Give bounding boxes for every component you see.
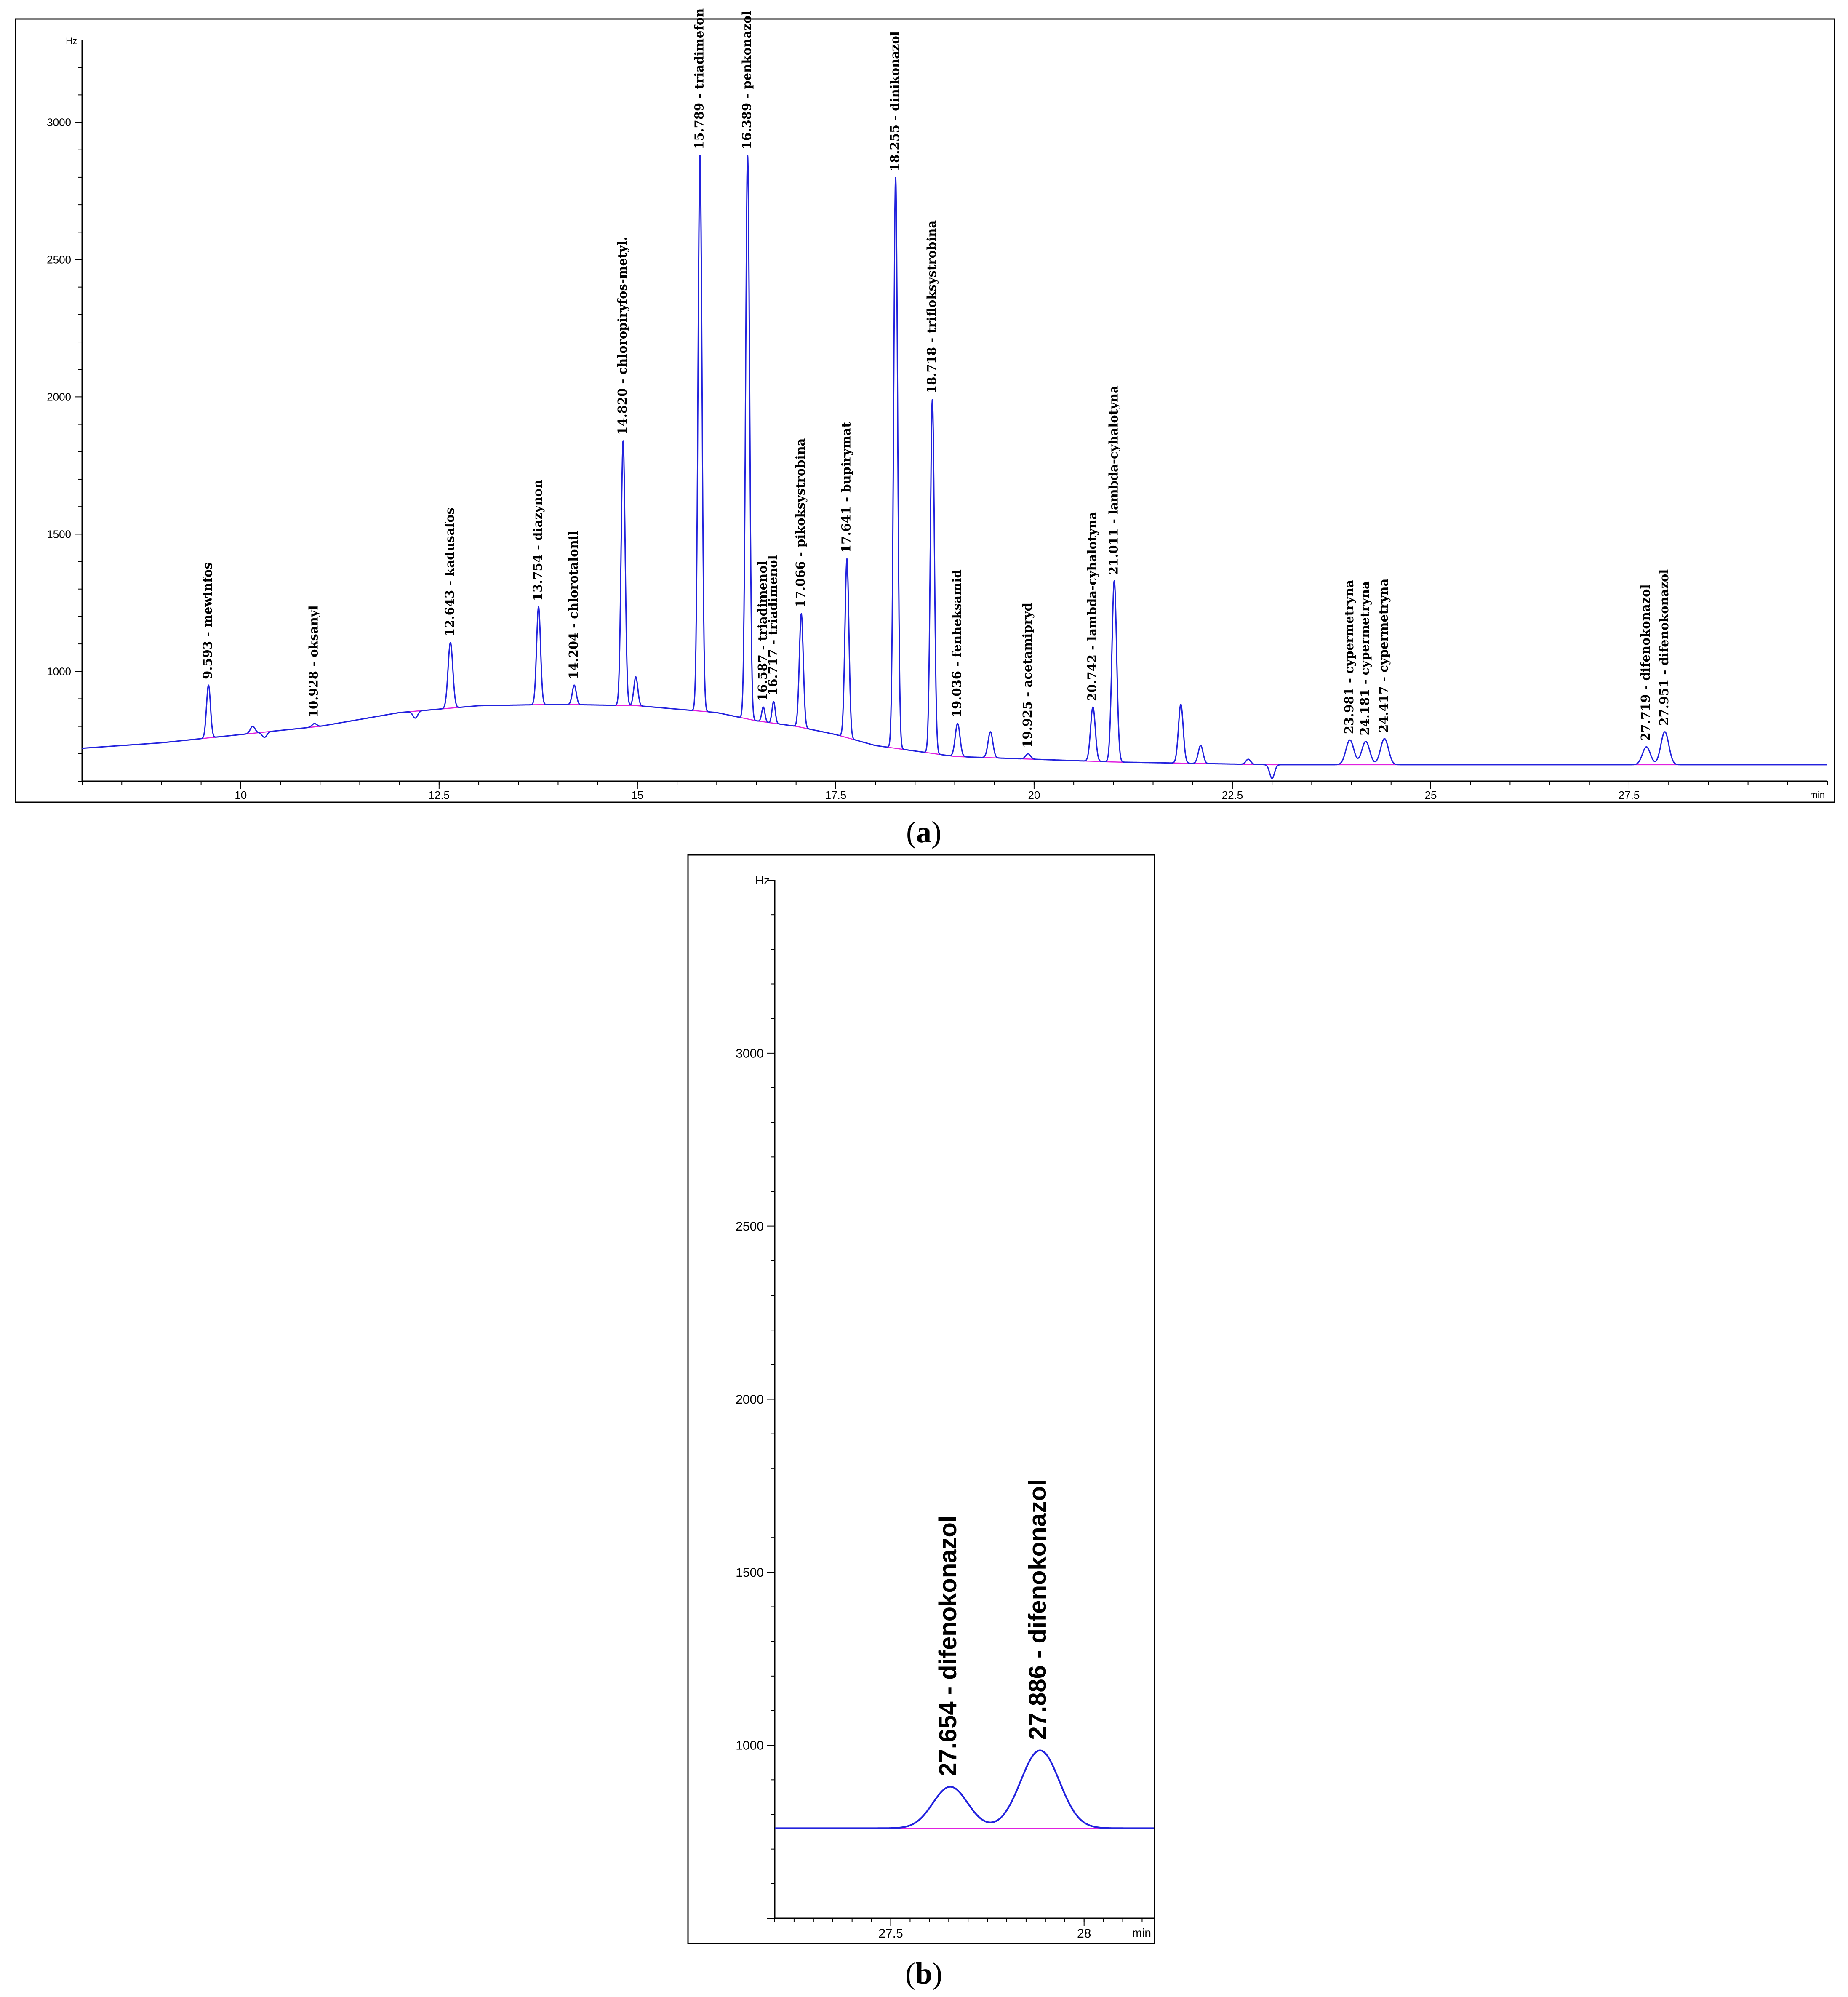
x-unit-label: min [1810, 790, 1825, 800]
peak-label: 17.066 - pikoksystrobina [793, 438, 808, 608]
x-tick-label: 20 [1028, 789, 1040, 801]
peak-label: 19.036 - fenheksamid [949, 569, 964, 718]
y-tick-label: 1500 [47, 528, 71, 540]
peak-label: 14.204 - chlorotalonil [566, 531, 581, 679]
peak-label: 27.951 - difenokonazol [1657, 569, 1671, 726]
y-tick-label: 2000 [736, 1393, 764, 1407]
y-tick-label: 3000 [736, 1047, 764, 1060]
chromatogram-trace [774, 1749, 1155, 1829]
chromatogram-trace [81, 155, 1828, 779]
peak-label: 9.593 - mewinfos [200, 562, 215, 679]
peak-label: 15.789 - triadimefon [692, 8, 707, 150]
chart-frame [15, 18, 1835, 803]
x-tick-label: 10 [235, 789, 247, 801]
x-tick-label: 22.5 [1222, 789, 1243, 801]
peak-label: 27.654 - difenokonazol [934, 1516, 962, 1776]
peak-label: 19.925 - acetamipryd [1020, 603, 1035, 748]
y-tick-label: 1000 [47, 665, 71, 678]
caption-a: (a) [906, 815, 941, 849]
y-tick-label: 2500 [47, 254, 71, 266]
peak-label: 21.011 - lambda-cyhalotyna [1106, 385, 1120, 575]
y-unit-label: Hz [66, 36, 77, 46]
caption-b: (b) [905, 1957, 942, 1990]
peak-label: 16.389 - penkonazol [740, 11, 754, 150]
y-tick-label: 1000 [736, 1739, 764, 1753]
peak-label: 20.742 - lambda-cyhalotyna [1085, 512, 1099, 701]
peak-label: 23.981 - cypermetryna [1342, 580, 1356, 734]
peak-label: 24.181 - cypermetryna [1358, 581, 1372, 735]
peak-label: 12.643 - kadusafos [443, 507, 457, 637]
peak-label: 18.718 - trifloksystrobina [924, 220, 939, 394]
x-tick-label: 17.5 [825, 789, 847, 801]
y-tick-label: 3000 [47, 116, 71, 129]
x-tick-label: 27.5 [1619, 789, 1640, 801]
x-tick-label: 12.5 [429, 789, 450, 801]
peak-label: 27.719 - difenokonazol [1638, 585, 1653, 741]
peak-label: 27.886 - difenokonazol [1024, 1479, 1051, 1740]
chart-frame [687, 854, 1155, 1944]
x-unit-label: min [1132, 1926, 1151, 1939]
x-tick-label: 28 [1077, 1927, 1091, 1941]
x-tick-label: 15 [631, 789, 643, 801]
peak-label: 10.928 - oksanyl [307, 605, 321, 718]
peak-label: 17.641 - bupirymat [839, 422, 853, 553]
x-tick-label: 27.5 [878, 1927, 903, 1941]
chromatogram-a: Hz min 1000 1500 2000 2500 3000 10 12.5 15 17.5 20 2… [15, 8, 1835, 803]
y-tick-label: 2500 [736, 1220, 764, 1233]
y-tick-label: 1500 [736, 1566, 764, 1580]
x-tick-label: 25 [1424, 789, 1437, 801]
peak-label: 13.754 - diazynon [531, 480, 545, 601]
y-tick-label: 2000 [47, 391, 71, 403]
peak-label: 16.587 - triadimenol [755, 561, 770, 701]
peak-label: 14.820 - chloropiryfos-metyl. [615, 237, 629, 435]
peak-label: 24.417 - cypermetryna [1376, 578, 1391, 732]
peak-label: 16.717 - triadimenol [765, 555, 780, 696]
peak-label: 18.255 - dinikonazol [888, 31, 902, 171]
